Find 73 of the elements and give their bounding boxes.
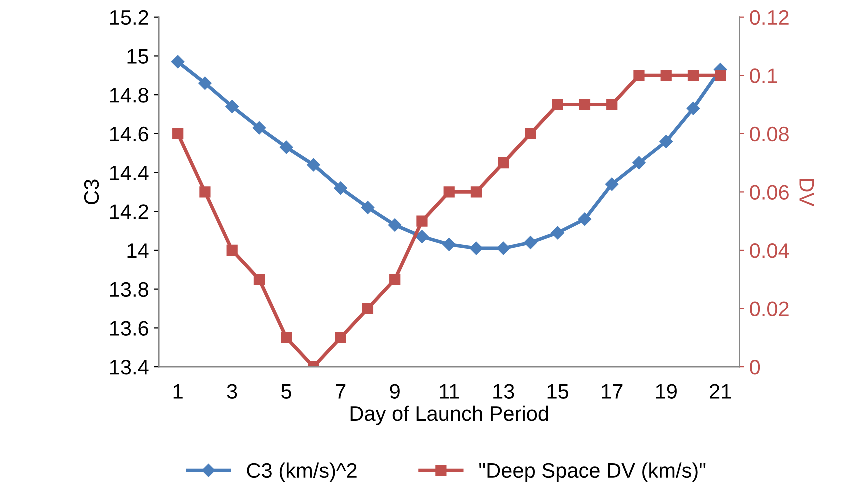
- point: [498, 158, 510, 169]
- point: [525, 128, 536, 140]
- point: [252, 122, 266, 135]
- point: [390, 274, 401, 286]
- point: [606, 178, 619, 192]
- x-tick-label: 19: [656, 384, 677, 400]
- y2-tick-label: 0.06: [750, 185, 789, 200]
- point: [335, 332, 346, 344]
- point: [307, 158, 320, 172]
- point: [606, 99, 618, 110]
- y-axis-title: C3: [84, 180, 100, 204]
- point: [552, 99, 564, 110]
- point: [688, 70, 700, 82]
- point: [660, 70, 672, 82]
- point: [334, 182, 348, 195]
- y-tick-label: 14: [128, 244, 149, 258]
- x-tick-label: 3: [227, 384, 238, 400]
- y-tick-label: 13.6: [110, 321, 148, 336]
- y2-tick-label: 0.08: [750, 126, 789, 142]
- point: [632, 156, 646, 170]
- point: [172, 55, 185, 69]
- point: [442, 238, 456, 252]
- legend-label: "Deep Space DV (km/s)": [480, 462, 706, 482]
- point: [172, 128, 184, 140]
- y2-tick-label: 0.12: [750, 10, 789, 26]
- y-tick-label: 15.2: [110, 10, 148, 26]
- point: [524, 236, 538, 250]
- x-tick-label: 21: [710, 384, 732, 399]
- point: [551, 226, 564, 240]
- point: [715, 70, 726, 82]
- x-tick-label: 5: [282, 384, 292, 400]
- y-tick-label: 14.6: [110, 126, 148, 142]
- point: [634, 70, 645, 82]
- y2-tick-label: 0: [750, 360, 760, 375]
- point: [470, 242, 484, 256]
- point: [254, 274, 266, 286]
- y-tick-label: 14.8: [110, 88, 148, 103]
- y-tick-label: 14.4: [110, 166, 149, 180]
- point: [416, 230, 429, 244]
- point: [226, 244, 238, 256]
- y-tick-label: 14.2: [110, 204, 148, 220]
- point: [200, 186, 211, 198]
- point: [280, 140, 294, 154]
- x-tick-label: 17: [602, 384, 623, 399]
- point: [362, 303, 374, 314]
- x-tick-label: 11: [440, 384, 460, 399]
- point: [470, 186, 482, 198]
- point: [579, 99, 591, 110]
- point: [497, 242, 510, 256]
- y-tick-label: 13.4: [110, 360, 149, 375]
- point: [660, 135, 673, 148]
- x-axis-title: Day of Launch Period: [350, 406, 548, 426]
- point: [226, 100, 239, 114]
- x-tick-label: 1: [174, 384, 183, 399]
- x-tick-label: 13: [494, 384, 514, 400]
- legend-label: C3 (km/s)^2: [247, 462, 357, 482]
- y2-axis-title: DV: [800, 179, 814, 207]
- point: [416, 216, 428, 227]
- point: [281, 332, 292, 344]
- y-tick-label: 15: [128, 49, 149, 64]
- point: [444, 186, 455, 198]
- x-tick-label: 7: [336, 384, 346, 399]
- point: [578, 212, 592, 226]
- point: [686, 102, 700, 116]
- y2-tick-label: 0.04: [750, 243, 790, 258]
- point: [198, 76, 212, 90]
- y2-tick-label: 0.1: [750, 68, 778, 84]
- y-tick-label: 13.8: [110, 282, 148, 298]
- x-tick-label: 15: [548, 384, 569, 400]
- y2-tick-label: 0.02: [750, 302, 789, 317]
- x-tick-label: 9: [390, 384, 400, 400]
- point: [361, 201, 375, 214]
- point: [388, 218, 402, 232]
